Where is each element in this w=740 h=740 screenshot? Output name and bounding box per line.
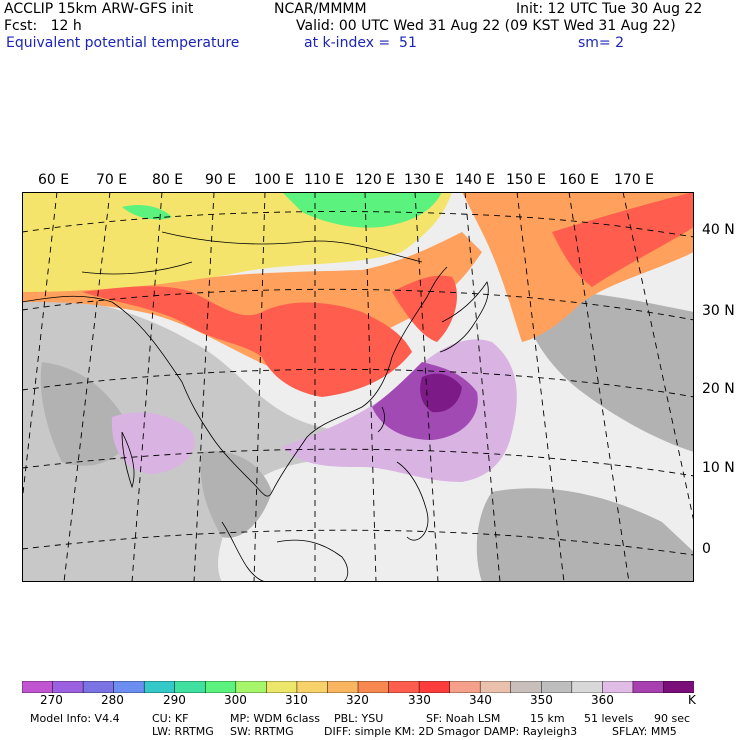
sf-scheme: SF: Noah LSM [426, 712, 501, 725]
lon-label: 130 E [404, 172, 445, 188]
colorbar-label: 360 [591, 693, 614, 707]
colorbar-unit: K [688, 693, 696, 707]
colorbar-swatch [510, 681, 543, 693]
vertical-levels: 51 levels [584, 712, 634, 725]
colorbar-swatch [632, 681, 665, 693]
map-frame [22, 192, 694, 582]
colorbar-swatch [174, 681, 207, 693]
colorbar-swatch [235, 681, 268, 693]
orange-region [22, 192, 694, 372]
coastlines [22, 231, 489, 582]
colorbar-swatch [479, 681, 512, 693]
model-info: Model Info: V4.4 [30, 712, 120, 725]
colorbar-swatch [52, 681, 84, 693]
organization: NCAR/MMMM [274, 1, 367, 17]
theta-e-map [22, 192, 694, 582]
init-time: Init: 12 UTC Tue 30 Aug 22 [516, 1, 703, 17]
lat-label: 20 N [702, 381, 735, 397]
lon-label: 70 E [96, 172, 128, 188]
lw-scheme: LW: RRTMG [152, 725, 214, 738]
pbl-scheme: PBL: YSU [334, 712, 384, 725]
colorbar-label: 330 [408, 693, 431, 707]
gray-region [22, 292, 462, 582]
lon-label: 60 E [38, 172, 70, 188]
colorbar-swatch [266, 681, 298, 693]
field-name: Equivalent potential temperature [6, 35, 240, 51]
colorbar-swatch [296, 681, 329, 693]
colorbar-swatch [449, 681, 481, 693]
colorbar-swatch [143, 681, 176, 693]
lat-label: 0 [702, 541, 711, 557]
lon-label: 80 E [152, 172, 184, 188]
colorbar-swatch [113, 681, 145, 693]
colorbar-swatch [22, 681, 54, 693]
dark-gray-patches [40, 362, 694, 582]
red-region [82, 192, 694, 397]
colorbar-swatch [357, 681, 390, 693]
vertical-level: at k-index = 51 [304, 35, 417, 51]
time-step: 90 sec [654, 712, 691, 725]
lat-label: 40 N [702, 222, 735, 238]
lon-label: 160 E [559, 172, 600, 188]
lon-label: 140 E [455, 172, 496, 188]
colorbar-label: 300 [224, 693, 247, 707]
colorbar-label: 340 [469, 693, 492, 707]
pacific-gray [522, 291, 694, 452]
sw-scheme: SW: RRTMG [230, 725, 294, 738]
colorbar-label: 350 [530, 693, 553, 707]
lon-label: 120 E [355, 172, 396, 188]
colorbar-swatch [205, 681, 237, 693]
lon-label: 110 E [304, 172, 345, 188]
forecast-hour: Fcst: 12 h [4, 18, 82, 34]
colorbar-swatch [541, 681, 573, 693]
smoothing: sm= 2 [578, 35, 625, 51]
cu-scheme: CU: KF [152, 712, 189, 725]
resolution: 15 km [530, 712, 565, 725]
colorbar-label: 310 [285, 693, 308, 707]
colorbar-swatch [571, 681, 604, 693]
colorbar-swatch [327, 681, 359, 693]
colorbar-swatch [82, 681, 115, 693]
colorbar-swatch [388, 681, 420, 693]
sflay-scheme: SFLAY: MM5 [612, 725, 677, 738]
lon-label: 170 E [614, 172, 655, 188]
lon-label: 90 E [205, 172, 237, 188]
valid-time: Valid: 00 UTC Wed 31 Aug 22 (09 KST Wed … [296, 18, 676, 34]
lon-label: 150 E [506, 172, 547, 188]
colorbar-label: 290 [163, 693, 186, 707]
colorbar-label: 320 [346, 693, 369, 707]
colorbar-swatch [418, 681, 451, 693]
colorbar-label: 280 [101, 693, 124, 707]
dark-purple-core [420, 373, 462, 413]
green-region [122, 192, 442, 228]
lat-label: 10 N [702, 460, 735, 476]
colorbar-swatch [663, 681, 694, 693]
mp-scheme: MP: WDM 6class [230, 712, 320, 725]
lon-label: 100 E [254, 172, 295, 188]
colorbar [22, 681, 694, 693]
lat-label: 30 N [702, 303, 735, 319]
diffusion: DIFF: simple KM: 2D Smagor DAMP: Rayleig… [324, 725, 578, 738]
colorbar-label: 270 [40, 693, 63, 707]
model-title: ACCLIP 15km ARW-GFS init [4, 1, 194, 17]
colorbar-swatch [602, 681, 634, 693]
graticule [22, 192, 694, 582]
